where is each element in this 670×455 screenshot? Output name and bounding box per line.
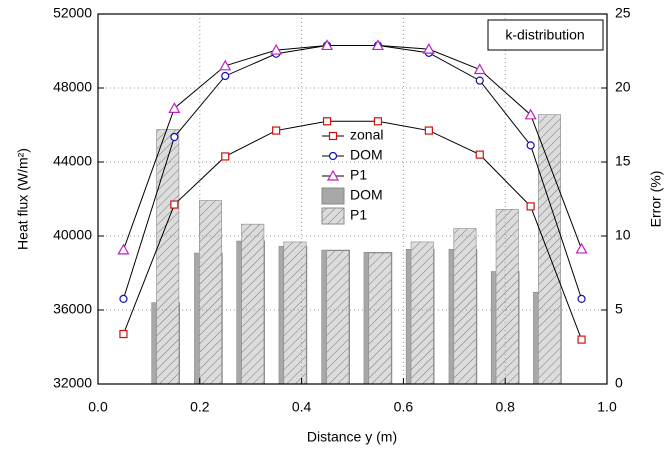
marker bbox=[221, 152, 230, 161]
marker bbox=[524, 108, 537, 120]
marker bbox=[526, 141, 535, 150]
marker bbox=[270, 43, 283, 55]
legend-label: DOM bbox=[350, 147, 383, 163]
marker bbox=[422, 42, 435, 54]
line bbox=[122, 44, 583, 251]
line bbox=[122, 120, 583, 340]
plot-frame bbox=[97, 13, 608, 385]
marker bbox=[170, 200, 179, 209]
x-tick-label: 0.2 bbox=[190, 399, 210, 415]
bar bbox=[283, 241, 307, 385]
x-tick-label: 0.8 bbox=[495, 399, 515, 415]
marker bbox=[475, 150, 484, 159]
legend-swatch bbox=[321, 207, 345, 225]
marker bbox=[322, 117, 332, 126]
legend-label: DOM bbox=[350, 187, 383, 203]
y-tick-label: 32000 bbox=[53, 375, 92, 391]
marker bbox=[326, 169, 340, 181]
y-tick-label: 52000 bbox=[53, 5, 92, 21]
x-tick-label: 0.0 bbox=[88, 399, 108, 415]
marker bbox=[475, 76, 484, 85]
marker bbox=[526, 202, 535, 211]
legend-label: P1 bbox=[350, 167, 367, 183]
bar bbox=[326, 250, 350, 385]
marker bbox=[272, 126, 281, 135]
marker bbox=[424, 126, 433, 135]
x-tick-label: 1.0 bbox=[597, 399, 617, 415]
bar bbox=[156, 129, 180, 385]
bar bbox=[241, 223, 265, 385]
x-axis-label: Distance y (m) bbox=[307, 429, 397, 445]
marker bbox=[321, 39, 334, 51]
marker bbox=[219, 59, 232, 71]
y-tick-label: 40000 bbox=[53, 227, 92, 243]
y2-tick-label: 0 bbox=[615, 375, 623, 391]
bar bbox=[198, 200, 222, 385]
bar bbox=[410, 241, 434, 385]
marker bbox=[221, 71, 230, 81]
y2-tick-label: 10 bbox=[615, 227, 631, 243]
bar bbox=[537, 114, 561, 385]
y-axis-label: Heat flux (W/m²) bbox=[15, 148, 31, 250]
marker bbox=[577, 294, 586, 303]
legend-label: P1 bbox=[350, 207, 367, 223]
annotation-box bbox=[487, 19, 604, 51]
marker bbox=[168, 102, 181, 113]
y2-axis-label: Error (%) bbox=[648, 171, 664, 228]
y-tick-label: 48000 bbox=[53, 79, 92, 95]
y2-tick-label: 5 bbox=[615, 301, 623, 317]
bar bbox=[495, 209, 519, 385]
y-tick-label: 44000 bbox=[53, 153, 92, 169]
annotation: k-distribution bbox=[505, 27, 584, 43]
y2-tick-label: 15 bbox=[615, 153, 631, 169]
bar bbox=[453, 228, 477, 385]
bar bbox=[368, 252, 392, 385]
marker bbox=[373, 117, 383, 126]
legend-swatch bbox=[321, 187, 345, 205]
marker bbox=[577, 335, 586, 344]
marker bbox=[119, 329, 128, 339]
marker bbox=[328, 131, 338, 141]
marker bbox=[119, 294, 128, 303]
marker bbox=[473, 63, 486, 75]
x-tick-label: 0.6 bbox=[394, 399, 414, 415]
legend-label: zonal bbox=[350, 127, 383, 143]
y-tick-label: 36000 bbox=[53, 301, 92, 317]
marker bbox=[117, 243, 130, 255]
marker bbox=[575, 242, 588, 254]
y2-tick-label: 20 bbox=[615, 79, 631, 95]
y2-tick-label: 25 bbox=[615, 5, 631, 21]
x-tick-label: 0.4 bbox=[292, 399, 312, 415]
marker bbox=[328, 151, 338, 161]
marker bbox=[371, 39, 384, 51]
marker bbox=[170, 132, 179, 142]
